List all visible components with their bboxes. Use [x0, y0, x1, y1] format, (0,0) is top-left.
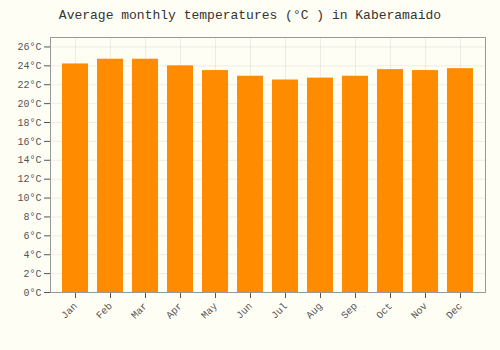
svg-text:Nov: Nov	[409, 301, 430, 322]
svg-text:22°C: 22°C	[17, 80, 41, 91]
svg-text:Jun: Jun	[234, 301, 255, 322]
html-text:Average monthly temperatures (: Average monthly temperatures (°C ) in Ka…	[58, 8, 442, 23]
svg-text:12°C: 12°C	[17, 174, 41, 185]
svg-text:4°C: 4°C	[23, 250, 41, 261]
svg-text:8°C: 8°C	[23, 212, 41, 223]
svg-text:Aug: Aug	[304, 301, 325, 322]
svg-text:10°C: 10°C	[17, 193, 41, 204]
svg-text:24°C: 24°C	[17, 61, 41, 72]
svg-text:6°C: 6°C	[23, 231, 41, 242]
svg-text:Jul: Jul	[269, 301, 290, 322]
svg-text:14°C: 14°C	[17, 155, 41, 166]
svg-text:Mar: Mar	[129, 301, 150, 322]
svg-text:Oct: Oct	[374, 301, 395, 322]
svg-text:Dec: Dec	[444, 301, 465, 322]
svg-text:20°C: 20°C	[17, 99, 41, 110]
svg-text:Jan: Jan	[59, 301, 80, 322]
svg-text:May: May	[199, 301, 220, 322]
svg-text:Apr: Apr	[164, 301, 185, 322]
svg-text:Feb: Feb	[94, 301, 115, 322]
svg-text:Sep: Sep	[339, 301, 360, 322]
svg-text:2°C: 2°C	[23, 269, 41, 280]
svg-text:26°C: 26°C	[17, 42, 41, 53]
svg-text:16°C: 16°C	[17, 137, 41, 148]
svg-text:0°C: 0°C	[23, 288, 41, 299]
svg-text:18°C: 18°C	[17, 118, 41, 129]
